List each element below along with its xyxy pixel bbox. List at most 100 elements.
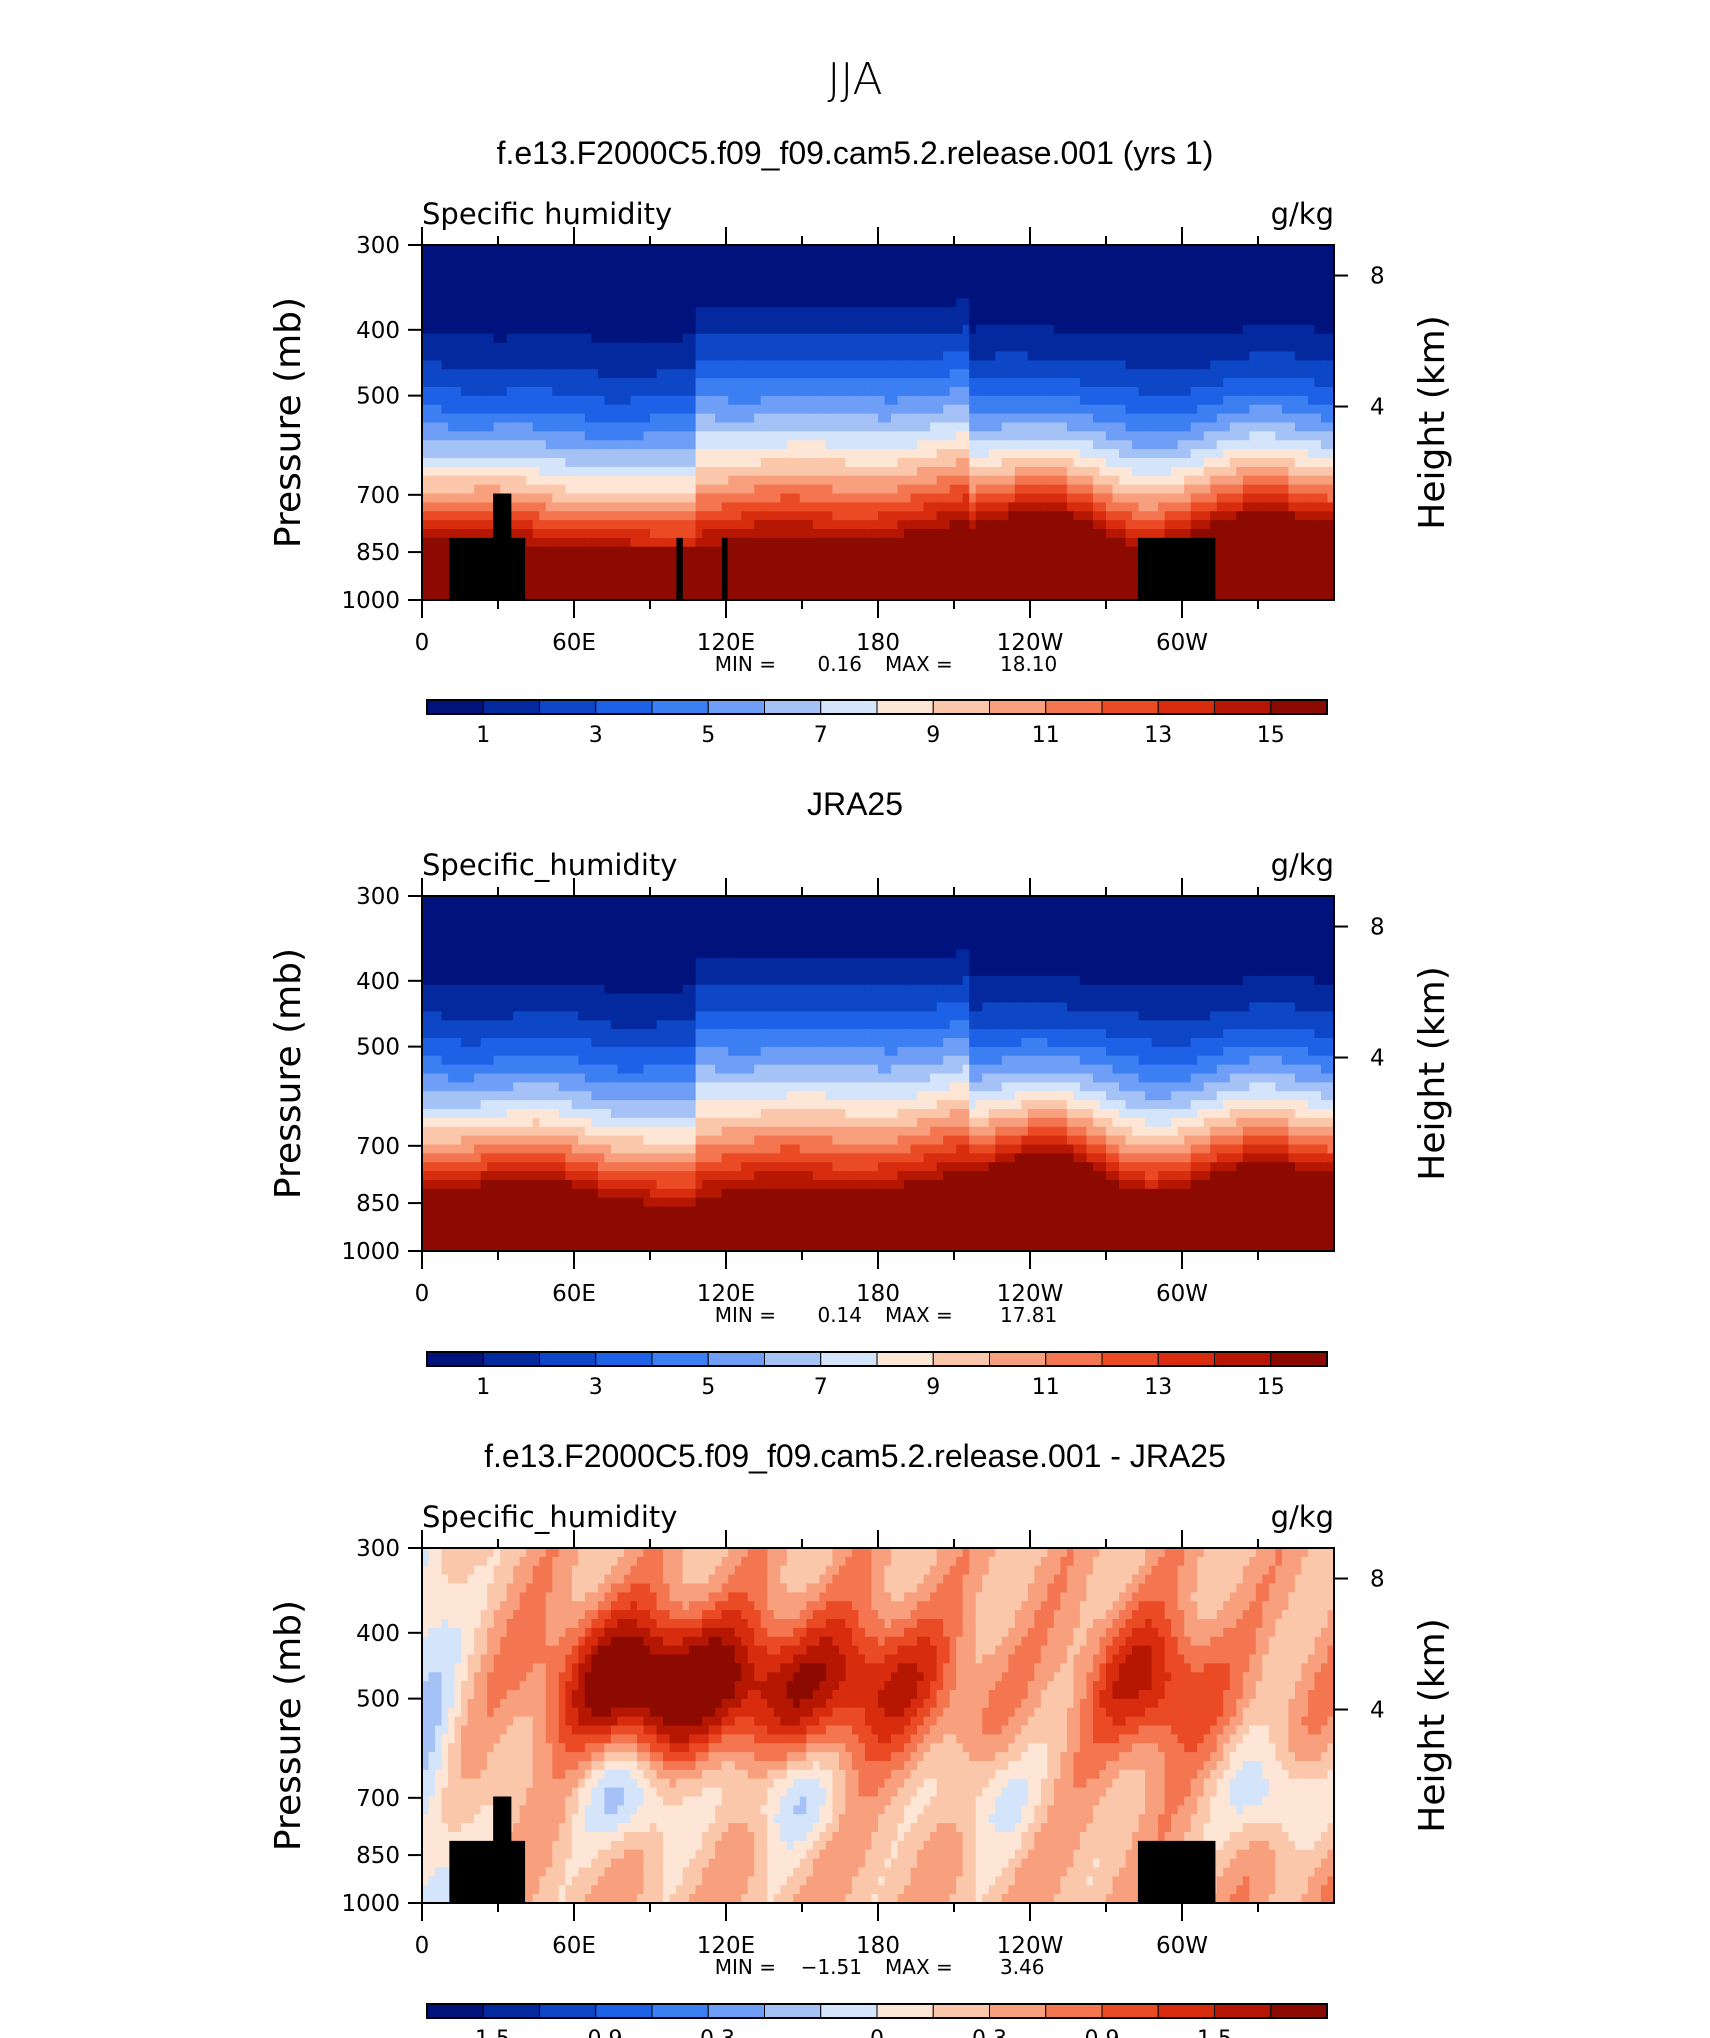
- field-cell: [513, 431, 521, 441]
- field-cell: [539, 378, 547, 388]
- field-cell: [1255, 280, 1263, 290]
- field-cell: [487, 280, 495, 290]
- field-cell: [728, 458, 736, 468]
- field-cell: [676, 245, 684, 255]
- field-cell: [584, 537, 592, 548]
- field-cell: [435, 404, 443, 415]
- field-cell: [917, 502, 925, 512]
- field-cell: [578, 387, 586, 397]
- field-cell: [1268, 378, 1276, 388]
- field-cell: [1301, 316, 1309, 326]
- field-cell: [799, 395, 807, 406]
- field-cell: [1184, 378, 1192, 388]
- field-cell: [760, 271, 768, 282]
- field-cell: [519, 289, 527, 299]
- field-cell: [1268, 271, 1276, 282]
- field-cell: [1047, 413, 1055, 424]
- field-cell: [1236, 422, 1244, 432]
- field-cell: [871, 342, 879, 353]
- field-cell: [734, 458, 742, 468]
- field-cell: [565, 511, 573, 521]
- field-cell: [936, 475, 944, 486]
- field-cell: [799, 351, 807, 361]
- field-cell: [995, 537, 1003, 548]
- field-cell: [1236, 271, 1244, 282]
- field-cell: [610, 413, 619, 424]
- field-cell: [493, 289, 501, 299]
- field-cell: [506, 475, 514, 486]
- field-cell: [532, 387, 540, 397]
- field-cell: [851, 546, 860, 557]
- field-cell: [1197, 493, 1205, 503]
- field-cell: [1268, 404, 1276, 415]
- field-cell: [1014, 555, 1022, 566]
- field-cell: [1164, 529, 1172, 539]
- field-cell: [1001, 262, 1009, 273]
- field-cell: [780, 466, 788, 477]
- field-cell: [1132, 316, 1140, 326]
- field-cell: [584, 351, 592, 361]
- field-cell: [1301, 262, 1309, 273]
- field-cell: [1190, 484, 1198, 495]
- field-cell: [422, 413, 430, 424]
- field-cell: [1119, 324, 1127, 335]
- field-cell: [513, 458, 521, 468]
- field-cell: [878, 440, 886, 450]
- field-cell: [1099, 289, 1107, 299]
- field-cell: [1242, 529, 1250, 539]
- field-cell: [571, 466, 579, 477]
- field-cell: [650, 333, 658, 344]
- field-cell: [1223, 271, 1231, 282]
- field-cell: [864, 555, 873, 566]
- field-cell: [1125, 324, 1133, 335]
- field-cell: [519, 369, 527, 379]
- field-cell: [864, 511, 873, 521]
- field-cell: [949, 316, 957, 326]
- field-cell: [871, 493, 879, 503]
- field-cell: [806, 351, 814, 361]
- field-cell: [1099, 458, 1107, 468]
- field-cell: [610, 360, 619, 370]
- field-cell: [741, 378, 749, 388]
- field-cell: [1079, 298, 1088, 308]
- field-cell: [565, 253, 573, 264]
- field-cell: [793, 307, 801, 317]
- field-cell: [1229, 422, 1237, 432]
- field-cell: [1223, 440, 1231, 450]
- field-cell: [584, 475, 592, 486]
- field-cell: [728, 529, 736, 539]
- field-cell: [923, 395, 931, 406]
- field-cell: [988, 253, 996, 264]
- field-cell: [650, 245, 658, 255]
- field-cell: [819, 342, 827, 353]
- field-cell: [1053, 298, 1061, 308]
- field-cell: [669, 458, 677, 468]
- field-cell: [1158, 333, 1166, 344]
- field-cell: [799, 360, 807, 370]
- field-cell: [995, 253, 1003, 264]
- field-cell: [676, 369, 684, 379]
- field-cell: [721, 440, 729, 450]
- field-cell: [838, 537, 847, 548]
- field-cell: [1027, 422, 1035, 432]
- field-cell: [878, 351, 886, 361]
- field-cell: [1073, 493, 1081, 503]
- field-cell: [454, 324, 462, 335]
- field-cell: [1320, 422, 1329, 432]
- field-cell: [506, 271, 514, 282]
- field-cell: [578, 529, 586, 539]
- field-cell: [461, 484, 469, 495]
- field-cell: [988, 555, 996, 566]
- field-cell: [1001, 395, 1009, 406]
- field-cell: [1125, 484, 1133, 495]
- field-cell: [1132, 324, 1140, 335]
- field-cell: [1177, 520, 1185, 530]
- field-cell: [741, 546, 749, 557]
- field-cell: [806, 378, 814, 388]
- field-cell: [930, 466, 938, 477]
- field-cell: [526, 289, 534, 299]
- field-cell: [448, 316, 456, 326]
- field-cell: [519, 333, 527, 344]
- field-cell: [545, 262, 553, 273]
- field-cell: [812, 537, 820, 548]
